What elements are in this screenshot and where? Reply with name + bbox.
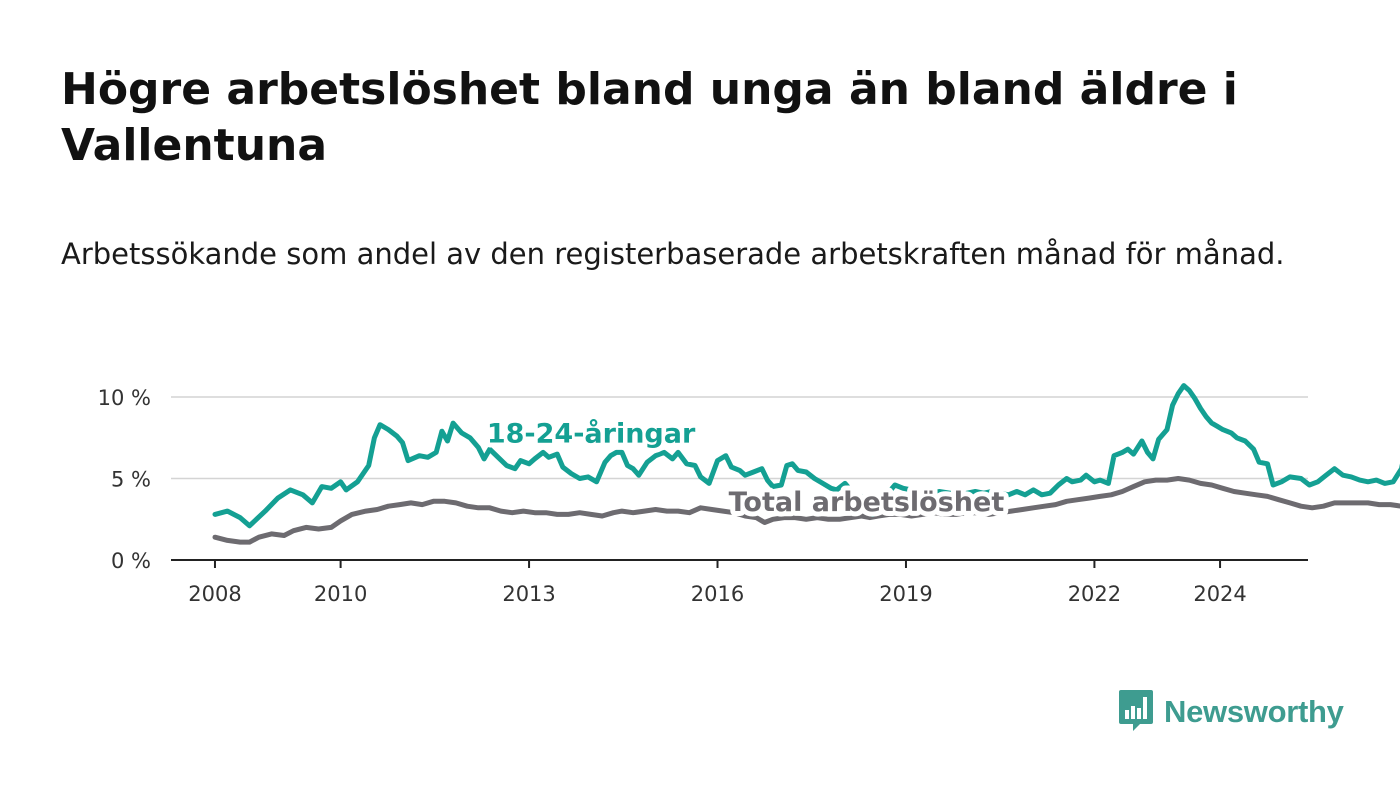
brand-name: Newsworthy [1164, 694, 1344, 729]
x-tick-label: 2024 [1193, 582, 1246, 606]
chart-subtitle: Arbetssökande som andel av den registerb… [61, 237, 1285, 271]
x-tick-label: 2008 [188, 582, 241, 606]
gridlines [171, 396, 1308, 480]
bar-chart-speech-bubble-icon [1118, 688, 1154, 736]
youth-series-line [212, 383, 1400, 529]
x-tick-label: 2013 [502, 582, 555, 606]
x-tick-label: 2019 [879, 582, 932, 606]
total-series-label: Total arbetslöshet [729, 487, 1005, 518]
youth-series-label: 18-24-åringar [487, 418, 696, 450]
chart-title: Högre arbetslöshet bland unga än bland ä… [61, 64, 1238, 171]
series-lines [212, 383, 1400, 545]
axes: 0 % 5 % 10 % 2008 2010 2013 2016 2019 2022 2024 [98, 386, 1308, 606]
newsworthy-logo: Newsworthy [1118, 690, 1344, 734]
y-tick-label: 10 % [98, 386, 151, 410]
x-tick-label: 2016 [691, 582, 744, 606]
x-tick-label: 2022 [1068, 582, 1121, 606]
y-tick-label: 0 % [111, 549, 151, 573]
x-tick-label: 2010 [314, 582, 367, 606]
y-tick-label: 5 % [111, 468, 151, 492]
total-series-line [212, 476, 1400, 545]
